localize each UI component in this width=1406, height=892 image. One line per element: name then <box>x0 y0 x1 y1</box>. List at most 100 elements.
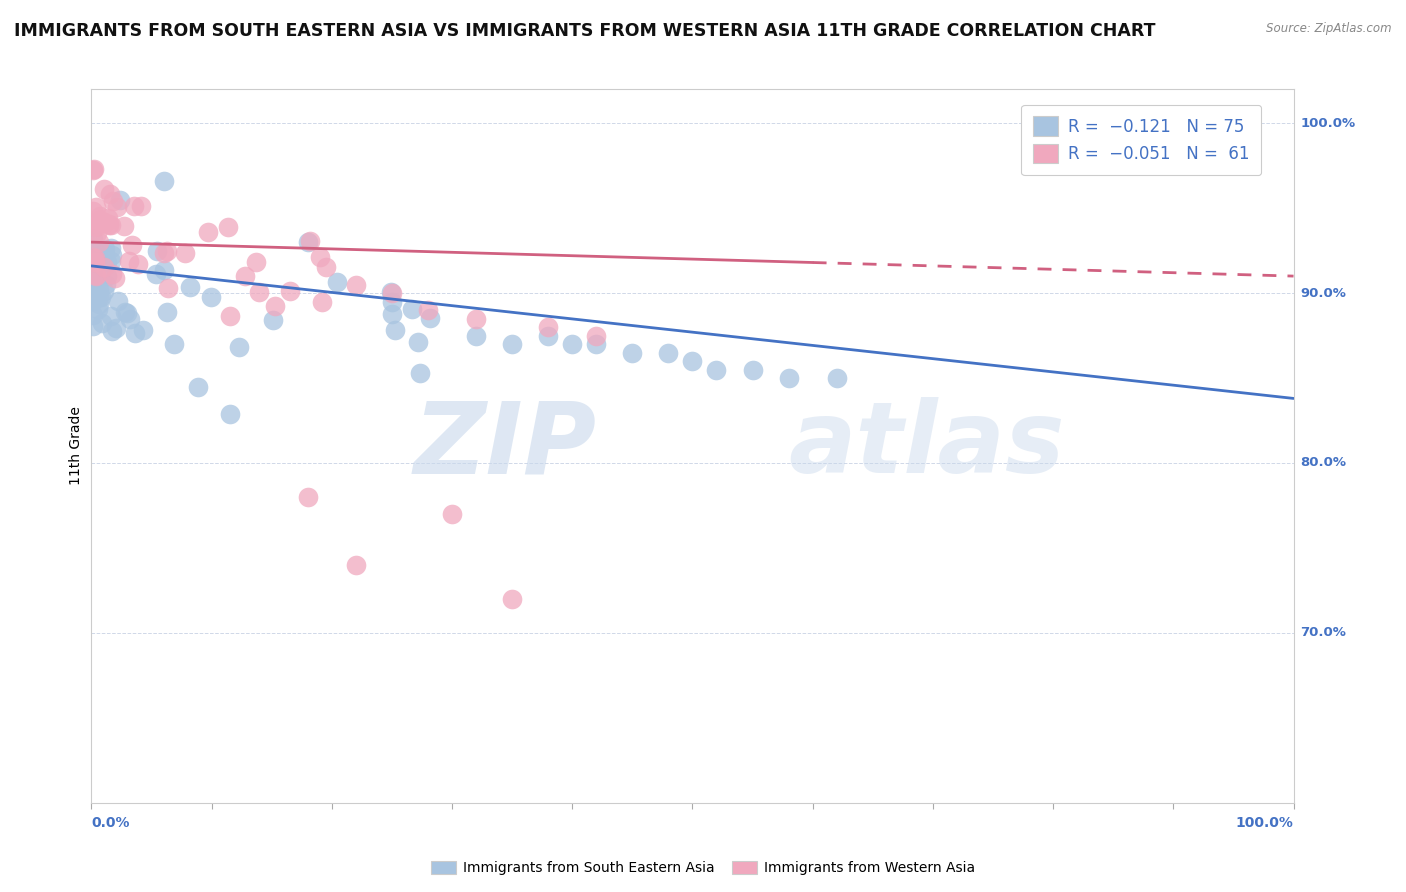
Point <box>381 295 404 310</box>
Text: ZIP: ZIP <box>413 398 596 494</box>
Point <box>344 558 367 572</box>
Point <box>90 316 112 330</box>
Point <box>127 257 149 271</box>
Point <box>152 246 174 260</box>
Point <box>87 301 110 316</box>
Point <box>440 507 463 521</box>
Point <box>264 299 287 313</box>
Point <box>501 337 523 351</box>
Point <box>326 276 349 290</box>
Point <box>96 277 118 291</box>
Point <box>344 277 367 292</box>
Point <box>93 245 115 260</box>
Point <box>82 318 104 333</box>
Point <box>380 285 402 300</box>
Text: 0.0%: 0.0% <box>91 816 129 830</box>
Point <box>107 293 129 308</box>
Point <box>82 280 104 294</box>
Text: IMMIGRANTS FROM SOUTH EASTERN ASIA VS IMMIGRANTS FROM WESTERN ASIA 11TH GRADE CO: IMMIGRANTS FROM SOUTH EASTERN ASIA VS IM… <box>14 22 1156 40</box>
Point <box>298 235 321 249</box>
Point <box>124 326 146 340</box>
Point <box>381 286 404 301</box>
Point <box>83 252 105 267</box>
Point <box>465 311 488 326</box>
Point <box>96 254 118 268</box>
Point <box>84 200 107 214</box>
Point <box>82 250 104 264</box>
Point <box>187 380 209 394</box>
Point <box>98 187 121 202</box>
Point <box>89 212 111 227</box>
Point <box>408 334 430 349</box>
Point <box>93 242 115 256</box>
Point <box>163 336 186 351</box>
Text: 100.0%: 100.0% <box>1301 117 1355 129</box>
Point <box>87 235 110 249</box>
Point <box>90 290 112 304</box>
Point <box>112 219 135 233</box>
Point <box>96 211 118 225</box>
Point <box>315 260 337 275</box>
Point <box>501 591 523 606</box>
Text: 70.0%: 70.0% <box>1301 626 1347 640</box>
Point <box>86 273 108 287</box>
Point <box>297 490 319 504</box>
Point <box>179 280 201 294</box>
Point <box>537 320 560 334</box>
Point <box>84 252 107 266</box>
Point <box>118 312 141 326</box>
Point <box>108 193 131 207</box>
Point <box>381 307 404 321</box>
Point <box>585 328 607 343</box>
Point <box>89 290 111 304</box>
Point <box>86 227 108 241</box>
Point <box>89 209 111 223</box>
Point <box>132 323 155 337</box>
Point <box>537 328 560 343</box>
Point <box>561 337 583 351</box>
Point <box>262 313 284 327</box>
Point <box>93 260 115 274</box>
Point <box>145 244 167 259</box>
Point <box>86 220 108 235</box>
Point <box>101 324 124 338</box>
Point <box>129 199 152 213</box>
Point <box>121 237 143 252</box>
Point <box>197 226 219 240</box>
Point <box>93 182 115 196</box>
Point <box>384 322 406 336</box>
Point <box>94 215 117 229</box>
Point <box>401 301 423 316</box>
Point <box>84 268 107 283</box>
Point <box>706 362 728 376</box>
Point <box>156 304 179 318</box>
Point <box>83 250 105 264</box>
Point <box>86 268 108 283</box>
Point <box>657 345 679 359</box>
Point <box>87 296 110 310</box>
Point <box>82 293 104 308</box>
Point <box>153 174 176 188</box>
Point <box>825 371 848 385</box>
Point <box>84 251 107 265</box>
Point <box>82 204 104 219</box>
Text: 90.0%: 90.0% <box>1301 286 1347 300</box>
Point <box>83 219 105 233</box>
Point <box>101 194 124 208</box>
Point <box>100 218 122 232</box>
Point <box>416 303 439 318</box>
Point <box>84 271 107 285</box>
Point <box>419 311 441 326</box>
Point <box>104 271 127 285</box>
Point <box>200 290 222 304</box>
Point <box>105 321 128 335</box>
Point <box>98 218 121 232</box>
Point <box>681 354 703 368</box>
Text: 80.0%: 80.0% <box>1301 457 1347 469</box>
Point <box>235 268 257 283</box>
Point <box>83 279 105 293</box>
Legend: R =  −0.121   N = 75, R =  −0.051   N =  61: R = −0.121 N = 75, R = −0.051 N = 61 <box>1021 104 1261 175</box>
Point <box>228 340 250 354</box>
Point <box>84 251 107 265</box>
Point <box>152 263 174 277</box>
